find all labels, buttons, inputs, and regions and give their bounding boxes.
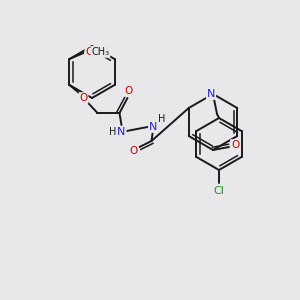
Text: N: N bbox=[117, 127, 126, 137]
Text: H: H bbox=[109, 127, 116, 137]
Text: O: O bbox=[80, 93, 88, 103]
Text: N: N bbox=[149, 122, 158, 132]
Text: H: H bbox=[158, 114, 165, 124]
Text: CH₃: CH₃ bbox=[92, 47, 110, 57]
Text: O: O bbox=[129, 146, 138, 156]
Text: O: O bbox=[124, 86, 133, 96]
Text: O: O bbox=[85, 47, 94, 57]
Text: Cl: Cl bbox=[214, 186, 224, 196]
Text: N: N bbox=[207, 89, 215, 99]
Text: O: O bbox=[231, 140, 239, 150]
